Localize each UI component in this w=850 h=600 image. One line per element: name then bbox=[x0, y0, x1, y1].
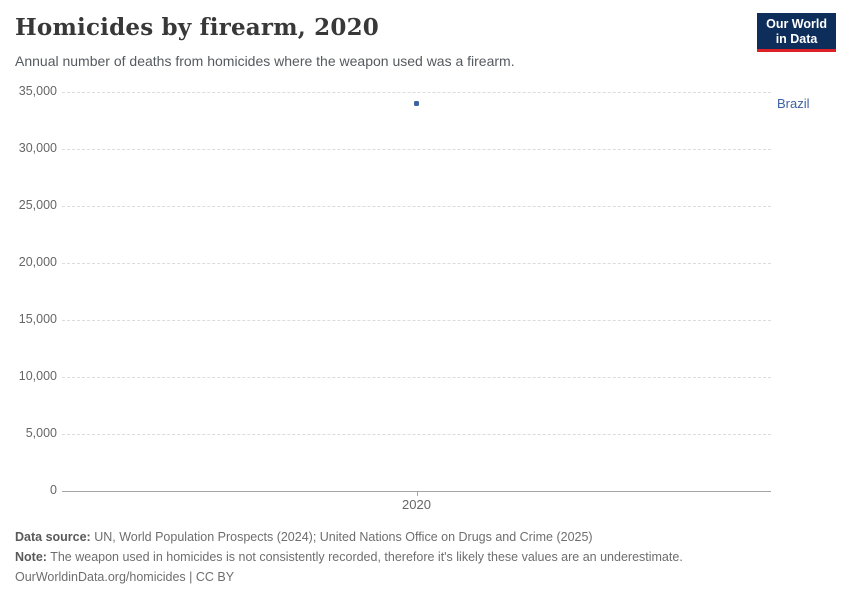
y-gridline bbox=[62, 377, 771, 378]
owid-license-link[interactable]: OurWorldinData.org/homicides | CC BY bbox=[15, 570, 235, 584]
chart-footer: Data source: UN, World Population Prospe… bbox=[15, 527, 683, 587]
note-line: Note: The weapon used in homicides is no… bbox=[15, 547, 683, 567]
y-tick-label: 10,000 bbox=[18, 369, 57, 383]
y-gridline bbox=[62, 434, 771, 435]
y-gridline bbox=[62, 263, 771, 264]
x-tick-mark bbox=[416, 491, 418, 496]
chart-subtitle: Annual number of deaths from homicides w… bbox=[15, 53, 515, 69]
y-tick-label: 0 bbox=[50, 483, 57, 497]
y-gridline bbox=[62, 92, 771, 93]
owid-logo-line2: in Data bbox=[775, 32, 818, 46]
y-gridline bbox=[62, 206, 771, 207]
owid-logo-line1: Our World bbox=[766, 17, 827, 31]
entity-label-brazil[interactable]: Brazil bbox=[777, 95, 810, 111]
data-source-label: Data source: bbox=[15, 530, 91, 544]
y-gridline bbox=[62, 149, 771, 150]
data-source-line: Data source: UN, World Population Prospe… bbox=[15, 527, 683, 547]
y-tick-label: 30,000 bbox=[18, 141, 57, 155]
y-tick-label: 35,000 bbox=[18, 84, 57, 98]
data-source-text: UN, World Population Prospects (2024); U… bbox=[90, 530, 593, 544]
x-tick-label: 2020 bbox=[402, 497, 431, 512]
y-tick-label: 20,000 bbox=[18, 255, 57, 269]
chart-title: Homicides by firearm, 2020 bbox=[15, 14, 379, 41]
y-tick-label: 15,000 bbox=[18, 312, 57, 326]
note-text: The weapon used in homicides is not cons… bbox=[46, 550, 683, 564]
data-point-brazil[interactable] bbox=[414, 101, 419, 107]
note-label: Note: bbox=[15, 550, 47, 564]
y-tick-label: 5,000 bbox=[25, 426, 57, 440]
y-gridline bbox=[62, 320, 771, 321]
owid-logo[interactable]: Our World in Data bbox=[757, 13, 836, 52]
plot-area: 0 5,000 10,000 15,000 20,000 25,000 30,000 35,0… bbox=[0, 84, 850, 522]
y-tick-label: 25,000 bbox=[18, 198, 57, 212]
